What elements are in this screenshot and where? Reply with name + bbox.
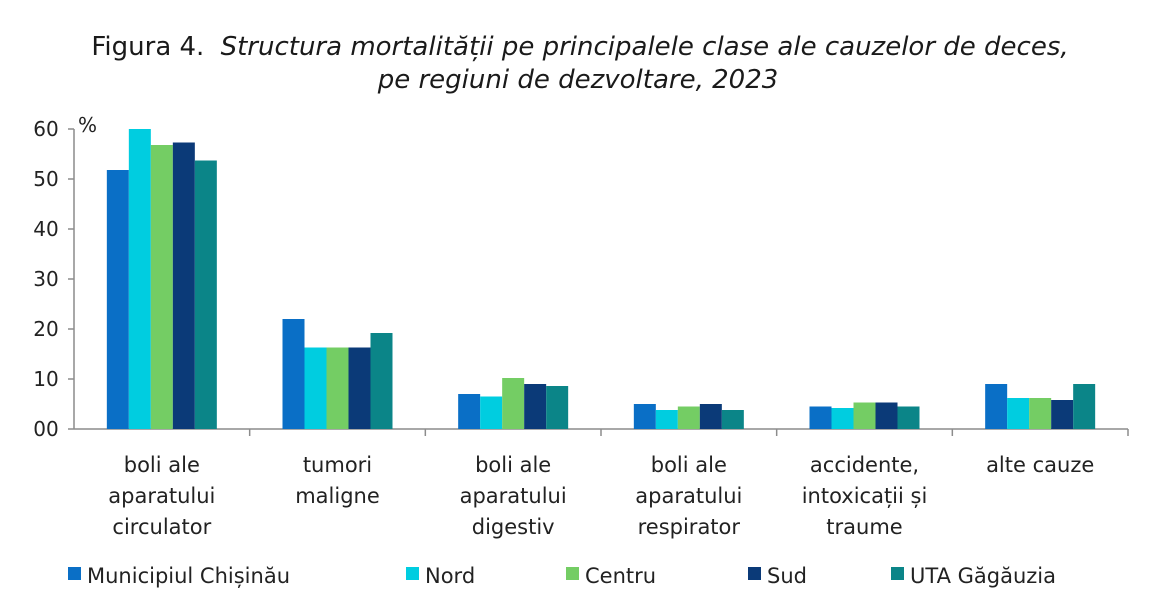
legend-swatch: [68, 567, 81, 580]
y-tick-label: 10: [33, 367, 58, 391]
category-labels: boli ale aparatului circulator tumori malign…: [108, 453, 1094, 539]
bar: [1007, 398, 1030, 429]
bar: [546, 386, 569, 429]
category-label: digestiv: [472, 515, 555, 539]
y-unit-label: %: [78, 113, 97, 137]
category-label: circulator: [112, 515, 211, 539]
category-label: respirator: [638, 515, 741, 539]
y-tick-label: 30: [33, 267, 58, 291]
legend-swatch: [566, 567, 579, 580]
bar: [875, 402, 898, 429]
legend-label: UTA Găgăuzia: [910, 564, 1056, 588]
chart-title-line2: pe regiuni de dezvoltare, 2023: [377, 65, 779, 95]
y-tick-label: 50: [33, 167, 58, 191]
bar: [809, 406, 832, 429]
title-prefix: Figura 4.: [91, 32, 204, 62]
title-line1: Structura mortalității pe principalele c…: [221, 32, 1069, 62]
legend: Municipiul Chișinău Nord Centru Sud UTA Găgă…: [68, 564, 1056, 588]
bar: [1051, 400, 1074, 429]
legend-swatch: [406, 567, 419, 580]
category-label: alte cauze: [986, 453, 1094, 477]
category-label: traume: [826, 515, 902, 539]
category-label: boli ale: [124, 453, 200, 477]
bar: [480, 396, 503, 429]
bar: [150, 145, 173, 429]
legend-label: Centru: [585, 564, 656, 588]
bar: [194, 160, 217, 429]
bar: [699, 404, 722, 429]
bar: [128, 129, 151, 429]
bar: [677, 406, 700, 429]
bar: [458, 394, 481, 429]
category-label: aparatului: [635, 484, 742, 508]
legend-swatch: [891, 567, 904, 580]
axes: 00 10 20 30 40 50 60: [33, 117, 1129, 441]
category-label: aparatului: [108, 484, 215, 508]
y-tick-label: 60: [33, 117, 58, 141]
legend-label: Sud: [767, 564, 807, 588]
y-tick-label: 00: [33, 417, 58, 441]
legend-label: Nord: [425, 564, 475, 588]
bar: [655, 410, 678, 429]
bar: [370, 333, 393, 429]
bar: [853, 402, 876, 429]
category-label: intoxicații și: [802, 484, 928, 508]
bar: [348, 347, 371, 429]
bar: [304, 347, 327, 429]
bar: [106, 170, 129, 429]
legend-label: Municipiul Chișinău: [87, 564, 290, 588]
bar: [326, 347, 349, 429]
y-tick-label: 40: [33, 217, 58, 241]
bar: [502, 378, 525, 429]
legend-swatch: [748, 567, 761, 580]
category-label: maligne: [295, 484, 380, 508]
y-tick-label: 20: [33, 317, 58, 341]
bar: [1029, 398, 1052, 429]
bar: [831, 408, 854, 429]
bar: [721, 410, 744, 429]
bar: [897, 406, 920, 429]
bar: [172, 142, 195, 429]
category-label: boli ale: [651, 453, 727, 477]
category-label: aparatului: [460, 484, 567, 508]
bar: [282, 319, 305, 429]
category-label: tumori: [303, 453, 372, 477]
category-label: boli ale: [475, 453, 551, 477]
bars: [106, 129, 1096, 429]
bar: [1073, 384, 1096, 429]
category-label: accidente,: [810, 453, 919, 477]
bar: [985, 384, 1008, 429]
bar: [633, 404, 656, 429]
bar: [524, 384, 547, 429]
chart-title: Figura 4. Structura mortalității pe prin…: [91, 32, 1068, 62]
